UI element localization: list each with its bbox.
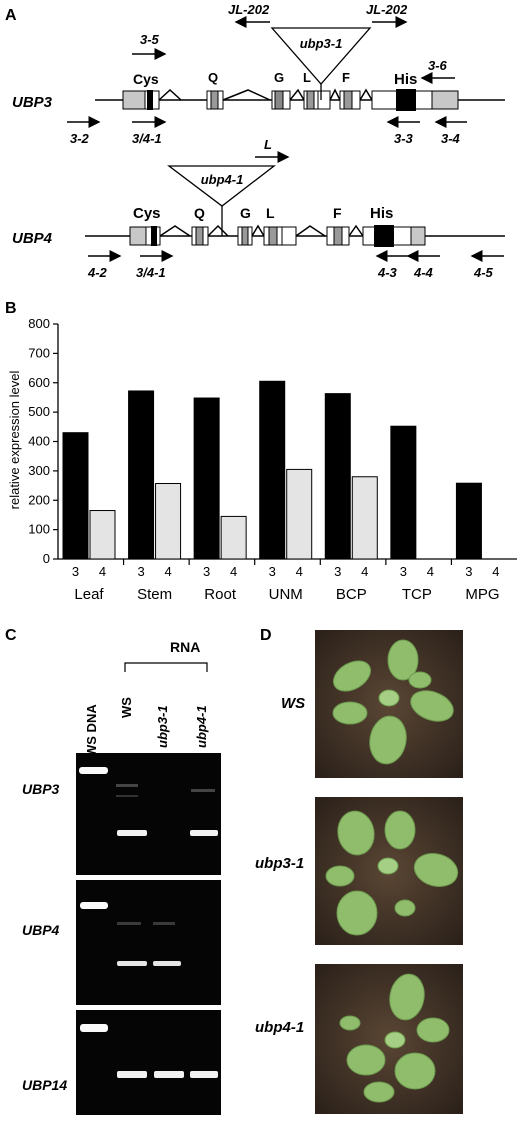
rna-label: RNA	[170, 639, 200, 655]
bar-label: 3	[400, 564, 407, 579]
bar-label: 4	[427, 564, 434, 579]
ubp4-domain-cys: Cys	[133, 205, 161, 222]
bar-leaf-4	[89, 510, 116, 560]
ubp3-gene-diagram: UBP3 ubp3-1 Cys Q G L F His 3-5	[12, 2, 505, 146]
bar-root-3	[193, 397, 220, 560]
y-tick-label: 700	[28, 345, 50, 360]
ubp4-domain-g: G	[240, 205, 251, 221]
primer-3-5-label: 3-5	[140, 32, 160, 47]
ubp4-gene-diagram: UBP4 ubp4-1 Cys Q G L F His L	[12, 137, 505, 280]
ubp3-domain-l: L	[303, 70, 311, 85]
ubp3-domain-q: Q	[208, 70, 218, 85]
bar-unm-4	[286, 468, 313, 560]
ubp3-domain-his: His	[394, 71, 417, 88]
primer-4-3-label: 4-3	[377, 265, 398, 280]
group-label-root: Root	[204, 586, 237, 603]
ubp3-domain-g: G	[274, 70, 284, 85]
bar-label: 3	[72, 564, 79, 579]
group-label-stem: Stem	[137, 586, 172, 603]
primer-4-5-label: 4-5	[473, 265, 494, 280]
y-tick-label: 500	[28, 404, 50, 419]
group-label-leaf: Leaf	[74, 586, 104, 603]
primer-4-2-label: 4-2	[87, 265, 108, 280]
gel-row-ubp3: UBP3	[22, 781, 60, 797]
plant-photo-ws	[315, 630, 463, 778]
gel-ubp3: UBP3	[22, 753, 221, 875]
primer-3-6-label: 3-6	[428, 58, 448, 73]
panel-label-d: D	[260, 627, 272, 644]
plant-photo-ubp3-1	[315, 797, 463, 945]
group-label-tcp: TCP	[402, 586, 432, 603]
ubp4-domain-q: Q	[194, 205, 205, 221]
bar-root-4	[220, 515, 247, 560]
gel-row-ubp4: UBP4	[22, 922, 60, 938]
bar-leaf-3	[62, 432, 89, 560]
bar-label: 4	[99, 564, 106, 579]
group-label-mpg: MPG	[465, 586, 499, 603]
y-tick-label: 100	[28, 522, 50, 537]
lane-ws: WS	[119, 697, 134, 718]
bar-stem-4	[155, 483, 182, 560]
ubp4-1-insertion-label: ubp4-1	[201, 172, 244, 187]
ubp4-domain-l: L	[266, 205, 275, 221]
bar-unm-3	[259, 380, 286, 560]
gel-lane-labels: WS DNA WS ubp3-1 ubp4-1	[84, 697, 209, 757]
group-label-unm: UNM	[269, 586, 303, 603]
primer-3-4-label: 3-4	[441, 131, 461, 146]
lane-ubp3-1: ubp3-1	[155, 705, 170, 748]
plant-label-ws: WS	[281, 695, 305, 712]
bar-label: 3	[269, 564, 276, 579]
ubp3-domain-f: F	[342, 70, 350, 85]
y-axis-label: relative expression level	[7, 371, 22, 510]
ubp4-gene-label: UBP4	[12, 230, 53, 247]
bar-mpg-3	[455, 482, 482, 560]
primer-3-4-1-label-a: 3/4-1	[132, 131, 162, 146]
bar-bcp-4	[351, 476, 378, 560]
primer-3-4-1-label-b: 3/4-1	[136, 265, 166, 280]
y-tick-label: 200	[28, 492, 50, 507]
ubp3-1-insertion-label: ubp3-1	[300, 36, 343, 51]
bar-tcp-3	[390, 425, 417, 560]
y-tick-label: 800	[28, 316, 50, 331]
ubp4-domain-f: F	[333, 205, 342, 221]
panel-label-b: B	[5, 300, 17, 317]
primer-l-label: L	[264, 137, 272, 152]
lane-ws-dna: WS DNA	[84, 704, 99, 757]
ubp4-domain-his: His	[370, 205, 393, 222]
gel-ubp14: UBP14	[22, 1010, 221, 1115]
expression-bar-chart: relative expression level 0 100 200 300 400 5…	[7, 316, 517, 603]
lane-ubp4-1: ubp4-1	[194, 705, 209, 748]
primer-4-4-label: 4-4	[413, 265, 434, 280]
group-label-bcp: BCP	[336, 586, 367, 603]
primer-3-3-label: 3-3	[394, 131, 414, 146]
bar-label: 4	[361, 564, 368, 579]
y-tick-label: 300	[28, 463, 50, 478]
bar-label: 4	[492, 564, 499, 579]
plant-label-ubp4-1: ubp4-1	[255, 1019, 304, 1036]
panel-label-a: A	[5, 7, 17, 24]
gel-row-ubp14: UBP14	[22, 1077, 67, 1093]
y-tick-label: 600	[28, 375, 50, 390]
bar-stem-3	[128, 390, 155, 560]
y-tick-label: 0	[43, 551, 50, 566]
panel-label-c: C	[5, 627, 17, 644]
gel-ubp4: UBP4	[22, 880, 221, 1005]
bar-label: 4	[230, 564, 237, 579]
bar-label: 3	[203, 564, 210, 579]
bar-label: 3	[465, 564, 472, 579]
ubp3-gene-label: UBP3	[12, 94, 53, 111]
bar-label: 4	[296, 564, 303, 579]
primer-3-2-label: 3-2	[70, 131, 90, 146]
primer-jl-202-left-label: JL-202	[228, 2, 270, 17]
bar-label: 3	[334, 564, 341, 579]
ubp3-domain-cys: Cys	[133, 71, 159, 87]
plant-label-ubp3-1: ubp3-1	[255, 855, 304, 872]
bar-label: 3	[137, 564, 144, 579]
bar-label: 4	[164, 564, 171, 579]
plant-photo-ubp4-1	[315, 964, 463, 1114]
primer-jl-202-right-label: JL-202	[366, 2, 408, 17]
bar-bcp-3	[324, 393, 351, 560]
y-tick-label: 400	[28, 434, 50, 449]
